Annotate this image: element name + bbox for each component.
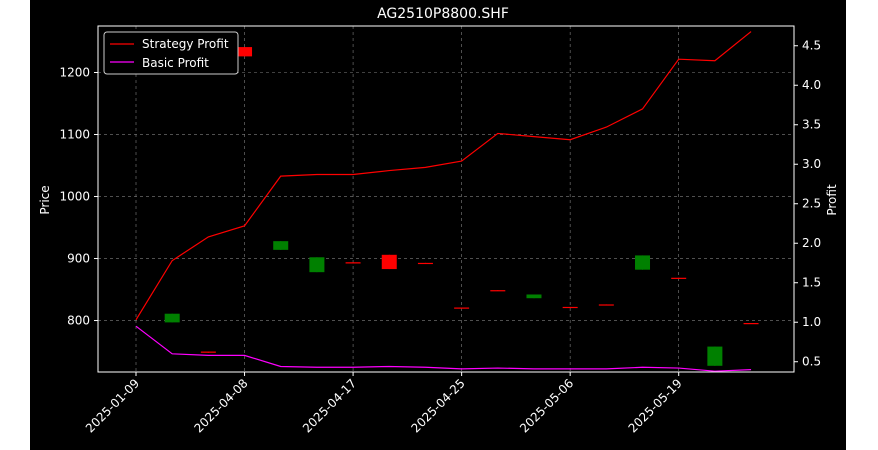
plot-area-border bbox=[97, 25, 795, 373]
y-tick-label-right: 2.5 bbox=[802, 197, 821, 211]
left-axis: 800 900 1000 1100 1200 bbox=[59, 66, 98, 328]
y-tick-label-right: 4.5 bbox=[802, 39, 821, 53]
x-tick-label: 2025-05-19 bbox=[626, 376, 685, 435]
candle-body bbox=[490, 290, 506, 292]
y-tick-label-right: 0.5 bbox=[802, 355, 821, 369]
candle-body bbox=[562, 306, 578, 309]
candle-body bbox=[237, 47, 253, 57]
x-tick-label: 2025-04-17 bbox=[300, 376, 359, 435]
right-axis: 0.5 1.0 1.5 2.0 2.5 3.0 3.5 4.0 4.5 bbox=[794, 39, 821, 369]
candle-body bbox=[381, 254, 397, 270]
chart-frame: AG2510P8800.SHF 800 900 1000 1100 1200 0.5 1.… bbox=[30, 0, 846, 450]
candle-body bbox=[309, 257, 325, 273]
series-line-basic-profit bbox=[135, 325, 752, 372]
x-tick-label: 2025-04-08 bbox=[191, 376, 250, 435]
candle-body bbox=[635, 255, 651, 270]
y-tick-label-right: 1.5 bbox=[802, 276, 821, 290]
y-tick-label-left: 1000 bbox=[59, 190, 90, 204]
chart: AG2510P8800.SHF 800 900 1000 1100 1200 0.5 1.… bbox=[38, 6, 839, 435]
candle-body bbox=[707, 346, 723, 366]
y-tick-label-left: 1100 bbox=[59, 128, 90, 142]
y-tick-label-right: 3.0 bbox=[802, 157, 821, 171]
candle-body bbox=[454, 307, 470, 309]
candle-body bbox=[164, 313, 180, 323]
legend-label-basic: Basic Profit bbox=[142, 56, 209, 70]
chart-title: AG2510P8800.SHF bbox=[377, 6, 509, 22]
x-axis: 2025-01-09 2025-04-08 2025-04-17 2025-04-25… bbox=[83, 372, 685, 435]
candles bbox=[164, 47, 759, 366]
candle-body bbox=[743, 323, 759, 325]
x-tick-label: 2025-05-06 bbox=[517, 376, 576, 435]
y-tick-label-right: 4.0 bbox=[802, 78, 821, 92]
x-tick-label: 2025-04-25 bbox=[409, 376, 468, 435]
y-tick-label-left: 900 bbox=[67, 252, 90, 266]
y-tick-label-right: 3.5 bbox=[802, 118, 821, 132]
legend: Strategy Profit Basic Profit bbox=[103, 31, 239, 75]
y-tick-label-left: 1200 bbox=[59, 66, 90, 80]
candle-body bbox=[273, 241, 289, 250]
grid bbox=[98, 26, 794, 372]
y-tick-label-left: 800 bbox=[67, 314, 90, 328]
candle-body bbox=[671, 277, 687, 279]
legend-label-strategy: Strategy Profit bbox=[142, 37, 229, 51]
candle-body bbox=[417, 262, 433, 265]
candle-body bbox=[200, 351, 216, 353]
profit-lines bbox=[135, 31, 752, 372]
y-tick-label-right: 1.0 bbox=[802, 315, 821, 329]
legend-box bbox=[103, 31, 239, 75]
x-tick-label: 2025-01-09 bbox=[83, 376, 142, 435]
y-axis-label-left: Price bbox=[38, 185, 52, 214]
y-tick-label-right: 2.0 bbox=[802, 236, 821, 250]
candle-body bbox=[526, 294, 542, 299]
candle-body bbox=[345, 262, 361, 264]
series-line-strategy-profit bbox=[135, 31, 752, 321]
candle-body bbox=[598, 304, 614, 306]
y-axis-label-right: Profit bbox=[825, 184, 839, 216]
